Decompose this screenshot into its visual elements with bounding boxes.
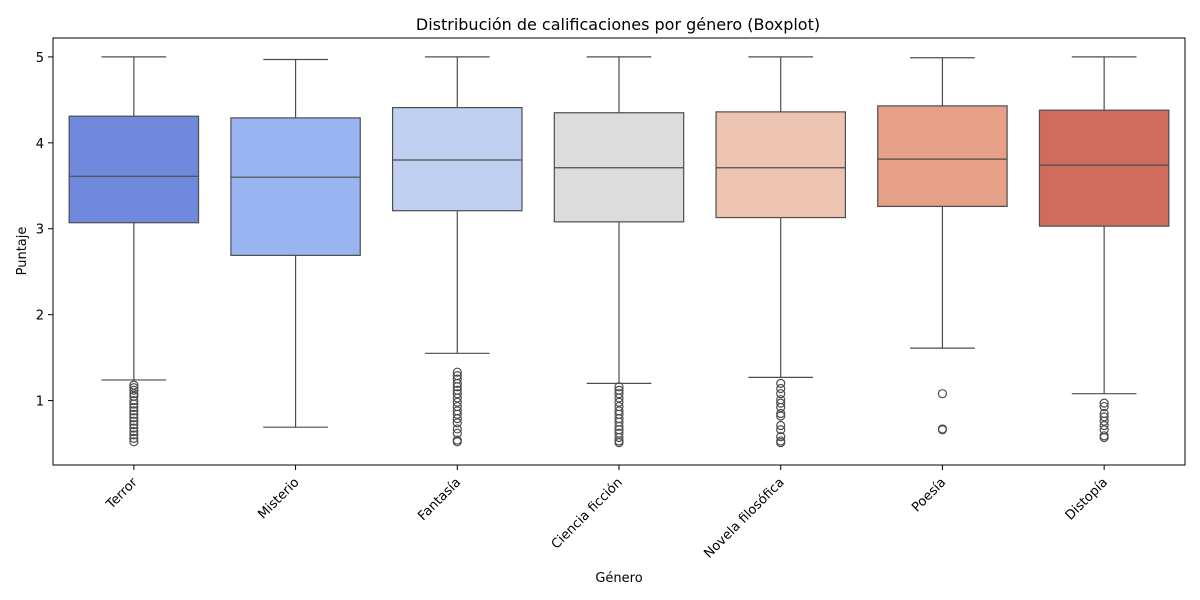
box-iqr — [68, 115, 200, 224]
box-iqr — [715, 111, 846, 219]
outlier-point — [452, 382, 462, 392]
outlier-point — [129, 413, 139, 423]
box-iqr — [230, 117, 361, 256]
outlier-point — [614, 382, 624, 392]
outlier-point — [452, 437, 462, 447]
box-group — [1038, 56, 1170, 443]
outlier-point — [129, 409, 139, 419]
outlier-point — [1099, 401, 1109, 412]
outlier-point — [129, 385, 139, 395]
outlier-point — [129, 395, 139, 406]
box-group — [715, 56, 846, 448]
outlier-point — [129, 437, 139, 447]
outlier-point — [129, 433, 139, 443]
box-iqr — [392, 106, 523, 212]
outlier-point — [776, 389, 786, 399]
outlier-point — [129, 430, 139, 440]
box-group — [392, 56, 523, 447]
outlier-point — [776, 408, 786, 419]
outlier-point — [129, 399, 139, 409]
plot-area — [68, 56, 1170, 448]
outlier-point — [776, 411, 786, 421]
box-group — [877, 57, 1008, 435]
outlier-point — [776, 398, 786, 408]
outlier-point — [937, 389, 948, 399]
y-tick-label: 1 — [36, 395, 44, 410]
outlier-point — [452, 378, 462, 388]
y-axis-title: Puntaje — [15, 227, 30, 276]
outlier-point — [452, 418, 462, 428]
box-iqr — [1038, 109, 1170, 227]
outlier-point — [129, 406, 139, 416]
outlier-point — [452, 367, 462, 377]
outlier-point — [776, 378, 786, 388]
outlier-point — [614, 438, 624, 448]
box-group — [553, 56, 685, 448]
outlier-point — [129, 416, 139, 426]
y-tick-label: 2 — [36, 309, 44, 324]
outlier-point — [614, 432, 624, 443]
box-group — [68, 56, 200, 447]
y-tick-label: 4 — [36, 137, 44, 152]
outlier-point — [129, 426, 139, 437]
outlier-point — [1099, 420, 1109, 431]
chart-title: Distribución de calificaciones por géner… — [416, 15, 820, 34]
outlier-point — [452, 424, 462, 434]
outlier-point — [776, 438, 786, 448]
outlier-point — [1099, 432, 1109, 443]
outlier-point — [937, 425, 948, 435]
outlier-point — [776, 425, 786, 435]
outlier-point — [776, 383, 786, 394]
outlier-point — [614, 421, 624, 431]
outlier-point — [776, 420, 786, 431]
y-tick-label: 5 — [36, 51, 44, 66]
box-group — [230, 58, 361, 428]
outlier-point — [129, 402, 139, 413]
outlier-point — [129, 420, 139, 430]
outlier-point — [129, 389, 139, 399]
outlier-point — [452, 414, 462, 424]
x-axis-title: Género — [595, 571, 642, 586]
outlier-point — [129, 423, 139, 433]
outlier-point — [1099, 398, 1109, 408]
outlier-point — [776, 432, 786, 442]
box-iqr — [877, 105, 1008, 207]
y-tick-label: 3 — [36, 223, 44, 238]
